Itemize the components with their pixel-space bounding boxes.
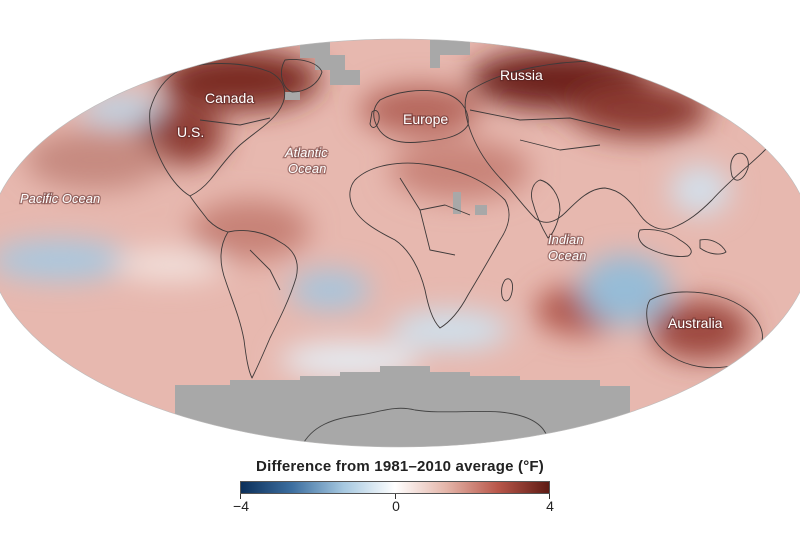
label-indian-ocean-line2: Ocean [548,248,586,263]
legend-title: Difference from 1981–2010 average (°F) [256,458,544,475]
globe-outline [0,38,800,448]
label-canada: Canada [205,90,254,106]
label-europe: Europe [403,111,448,127]
legend-tick-min [240,494,241,499]
label-atlantic-ocean-line2: Ocean [288,161,326,176]
label-australia: Australia [668,315,723,331]
north-america-outline [149,63,286,197]
legend-color-bar [240,481,550,494]
continent-outlines [149,59,785,379]
legend-label-min: −4 [233,498,249,514]
label-us: U.S. [177,124,204,140]
label-pacific-ocean: Pacific Ocean [20,191,100,206]
legend-tick-max [549,494,550,499]
label-indian-ocean-line1: Indian [548,232,583,247]
south-america-outline [220,230,298,379]
no-data-antarctica [175,366,630,447]
antarctica-outline [299,407,549,447]
label-russia: Russia [500,67,543,83]
legend-label-zero: 0 [392,498,400,514]
legend-label-max: 4 [546,498,554,514]
legend-tick-zero [395,494,396,499]
anomaly-field [0,50,750,378]
label-atlantic-ocean-line1: Atlantic [284,145,328,160]
africa-outline [349,162,510,329]
